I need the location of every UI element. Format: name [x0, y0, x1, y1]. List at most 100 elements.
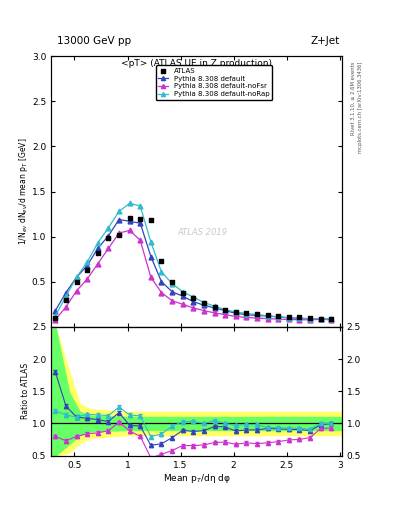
Pythia 8.308 default — [159, 279, 164, 285]
Pythia 8.308 default-noFsr — [149, 274, 153, 281]
Pythia 8.308 default-noRap — [212, 303, 217, 309]
Pythia 8.308 default — [318, 316, 323, 322]
Pythia 8.308 default-noFsr — [53, 316, 58, 323]
ATLAS — [158, 257, 165, 265]
ATLAS — [211, 303, 218, 311]
Pythia 8.308 default-noFsr — [138, 237, 143, 243]
ATLAS — [116, 231, 122, 239]
ATLAS — [243, 309, 250, 317]
Pythia 8.308 default-noRap — [244, 310, 249, 316]
Pythia 8.308 default — [308, 316, 312, 322]
Pythia 8.308 default — [127, 218, 132, 224]
Pythia 8.308 default-noRap — [85, 259, 90, 265]
ATLAS — [254, 310, 260, 318]
Pythia 8.308 default-noFsr — [244, 314, 249, 321]
ATLAS — [169, 278, 175, 286]
Line: Pythia 8.308 default: Pythia 8.308 default — [53, 217, 334, 322]
Pythia 8.308 default-noFsr — [180, 301, 185, 307]
Pythia 8.308 default-noRap — [329, 316, 334, 322]
Pythia 8.308 default-noFsr — [127, 227, 132, 233]
Pythia 8.308 default-noFsr — [170, 297, 174, 304]
Pythia 8.308 default — [138, 220, 143, 226]
Pythia 8.308 default-noFsr — [106, 245, 111, 251]
ATLAS — [222, 306, 228, 314]
ATLAS — [275, 312, 281, 320]
ATLAS — [328, 315, 334, 323]
Pythia 8.308 default-noFsr — [318, 316, 323, 323]
Pythia 8.308 default — [53, 308, 58, 314]
Pythia 8.308 default-noFsr — [74, 288, 79, 294]
Pythia 8.308 default-noRap — [223, 307, 228, 313]
Pythia 8.308 default — [255, 312, 259, 318]
Pythia 8.308 default — [74, 274, 79, 281]
Pythia 8.308 default-noFsr — [265, 315, 270, 322]
Pythia 8.308 default-noRap — [286, 314, 291, 321]
ATLAS — [137, 215, 143, 223]
ATLAS — [201, 298, 207, 307]
Pythia 8.308 default — [106, 232, 111, 239]
Pythia 8.308 default-noRap — [297, 315, 302, 321]
Pythia 8.308 default-noFsr — [64, 304, 68, 310]
Pythia 8.308 default-noRap — [233, 309, 238, 315]
Pythia 8.308 default-noRap — [95, 240, 100, 246]
Pythia 8.308 default-noRap — [127, 200, 132, 206]
ATLAS — [127, 214, 133, 222]
ATLAS — [307, 314, 313, 322]
ATLAS — [180, 288, 186, 296]
ATLAS — [296, 313, 303, 322]
Pythia 8.308 default — [286, 315, 291, 321]
Text: mcplots.cern.ch [arXiv:1306.3436]: mcplots.cern.ch [arXiv:1306.3436] — [358, 61, 363, 153]
Pythia 8.308 default-noFsr — [286, 316, 291, 323]
Pythia 8.308 default-noRap — [276, 314, 281, 320]
ATLAS — [73, 278, 80, 286]
ATLAS — [52, 314, 59, 322]
Pythia 8.308 default — [170, 289, 174, 295]
ATLAS — [84, 266, 90, 274]
Pythia 8.308 default — [276, 314, 281, 320]
Text: ATLAS 2019: ATLAS 2019 — [177, 228, 228, 237]
Pythia 8.308 default — [180, 293, 185, 300]
Pythia 8.308 default-noFsr — [276, 316, 281, 322]
Text: Z+Jet: Z+Jet — [311, 35, 340, 46]
Pythia 8.308 default-noFsr — [223, 312, 228, 318]
Text: Rivet 3.1.10, ≥ 2.6M events: Rivet 3.1.10, ≥ 2.6M events — [351, 61, 356, 135]
Pythia 8.308 default-noRap — [170, 281, 174, 287]
ATLAS — [95, 249, 101, 257]
Pythia 8.308 default-noRap — [138, 203, 143, 209]
Text: 13000 GeV pp: 13000 GeV pp — [57, 35, 131, 46]
ATLAS — [318, 315, 324, 323]
Pythia 8.308 default — [149, 253, 153, 260]
Pythia 8.308 default — [85, 263, 90, 269]
Pythia 8.308 default-noRap — [202, 300, 206, 306]
Pythia 8.308 default-noRap — [308, 315, 312, 322]
Pythia 8.308 default-noFsr — [117, 230, 121, 236]
ATLAS — [148, 217, 154, 225]
Pythia 8.308 default-noRap — [149, 239, 153, 245]
Pythia 8.308 default — [202, 302, 206, 308]
Pythia 8.308 default-noFsr — [329, 316, 334, 323]
ATLAS — [105, 234, 112, 243]
Pythia 8.308 default — [297, 315, 302, 322]
Text: <pT> (ATLAS UE in Z production): <pT> (ATLAS UE in Z production) — [121, 59, 272, 68]
Pythia 8.308 default-noRap — [180, 289, 185, 295]
Pythia 8.308 default-noRap — [265, 313, 270, 319]
Pythia 8.308 default-noFsr — [202, 308, 206, 314]
Pythia 8.308 default-noRap — [255, 311, 259, 317]
Pythia 8.308 default — [64, 289, 68, 295]
Pythia 8.308 default-noFsr — [308, 317, 312, 323]
Pythia 8.308 default-noFsr — [212, 310, 217, 316]
Y-axis label: Ratio to ATLAS: Ratio to ATLAS — [22, 363, 31, 419]
Pythia 8.308 default — [117, 217, 121, 223]
Legend: ATLAS, Pythia 8.308 default, Pythia 8.308 default-noFsr, Pythia 8.308 default-no: ATLAS, Pythia 8.308 default, Pythia 8.30… — [156, 65, 272, 100]
Pythia 8.308 default-noRap — [53, 313, 58, 319]
Line: Pythia 8.308 default-noFsr: Pythia 8.308 default-noFsr — [53, 228, 334, 322]
Pythia 8.308 default — [233, 310, 238, 316]
Pythia 8.308 default-noRap — [64, 293, 68, 300]
ATLAS — [264, 311, 271, 319]
Y-axis label: 1/N$_{ev}$ dN$_{ev}$/d mean p$_T$ [GeV]: 1/N$_{ev}$ dN$_{ev}$/d mean p$_T$ [GeV] — [17, 138, 31, 245]
X-axis label: Mean p$_T$/dη dφ: Mean p$_T$/dη dφ — [163, 472, 230, 485]
Pythia 8.308 default-noRap — [191, 294, 196, 300]
Pythia 8.308 default — [244, 312, 249, 318]
Pythia 8.308 default-noFsr — [159, 289, 164, 295]
Pythia 8.308 default-noRap — [117, 208, 121, 215]
